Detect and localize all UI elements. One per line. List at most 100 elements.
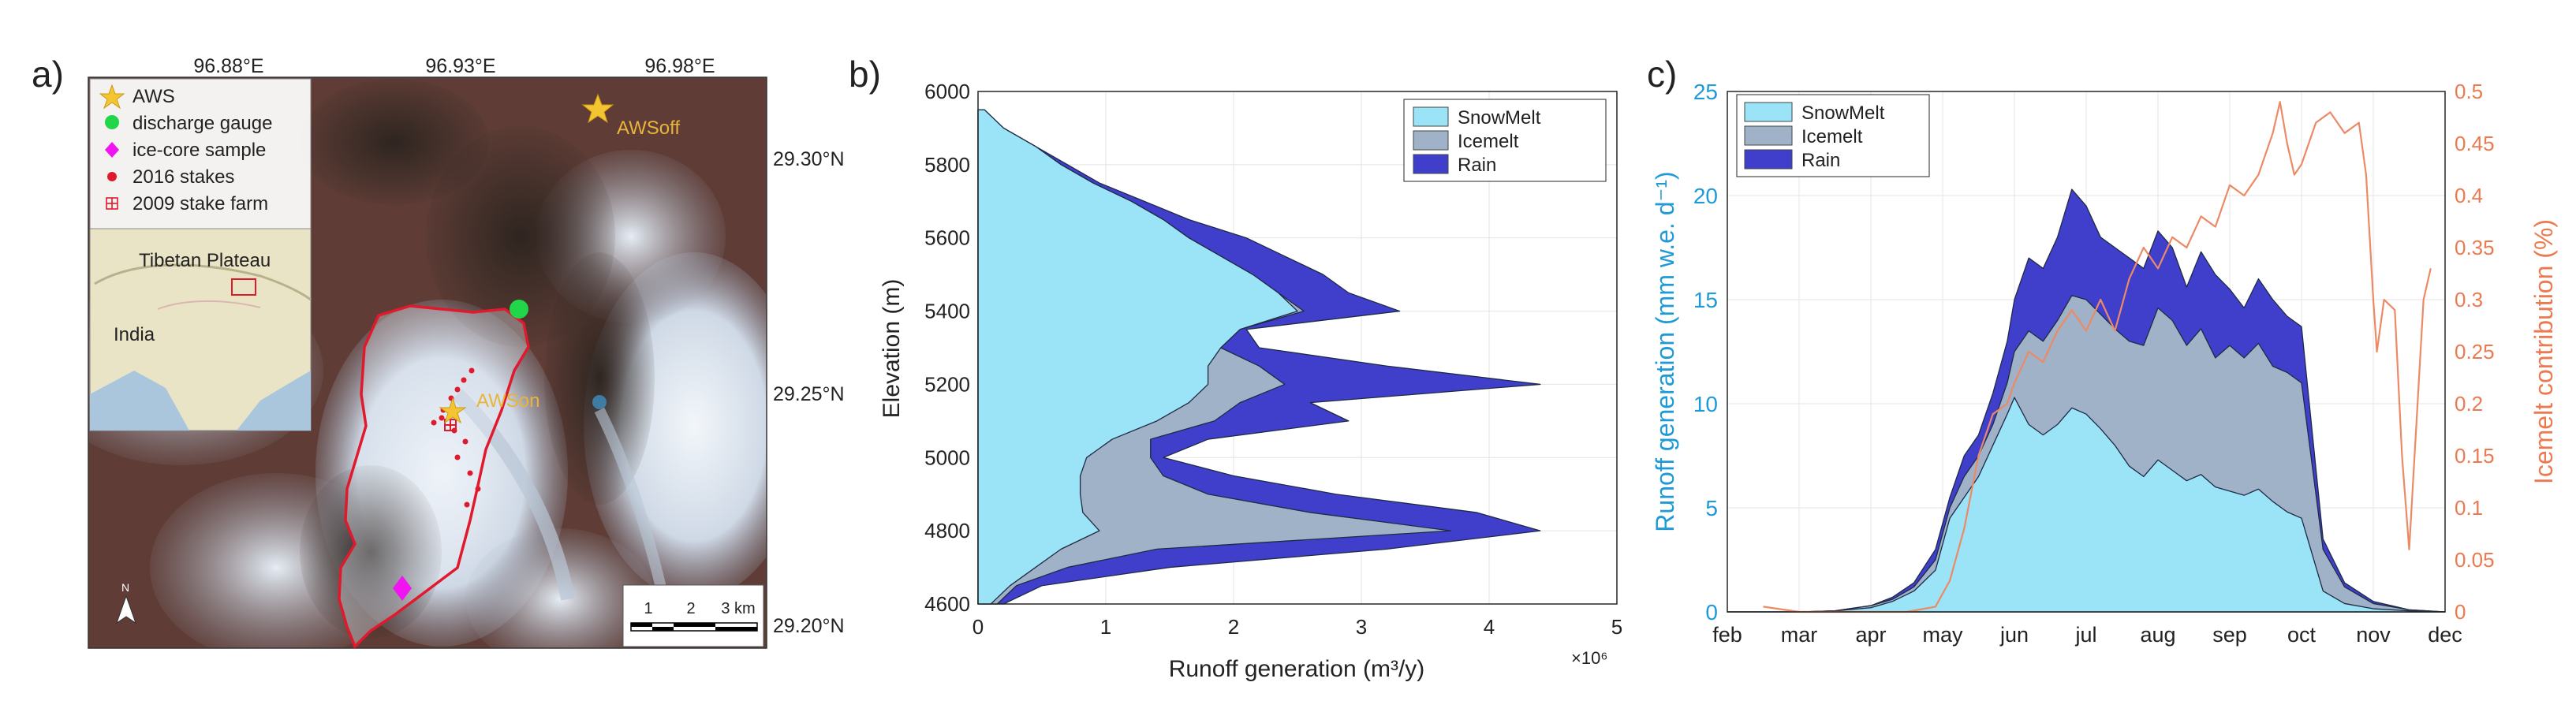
- x-tick-b-3: 3: [1356, 615, 1367, 639]
- icemelt-contribution-line: [1763, 101, 2432, 613]
- x-tick-b-5: 5: [1611, 615, 1622, 639]
- lat-tick-2: 29.20°N: [773, 615, 845, 637]
- y-tick-c-2: 10: [1693, 392, 1718, 416]
- panel-c-legend: SnowMelt Icemelt Rain: [1736, 94, 1930, 177]
- panel-b-areas: [977, 109, 1541, 605]
- y-tick-c-3: 15: [1693, 288, 1718, 312]
- y-tick-b-1: 4800: [924, 519, 970, 542]
- legend-c-snowmelt-swatch: [1744, 102, 1793, 122]
- lat-tick-0: 29.30°N: [773, 148, 845, 170]
- inset-region-label: Tibetan Plateau: [139, 250, 271, 271]
- panel-c: c) feb mar apr may jun jul aug sep oct nov dec 0 5 1…: [1647, 54, 2558, 647]
- y-tick-b-7: 6000: [924, 80, 970, 103]
- legend-stakes: 2016 stakes: [133, 166, 234, 188]
- x-tick-c-5: jul: [2074, 623, 2096, 647]
- x-tick-b-1: 1: [1100, 615, 1111, 639]
- lon-tick-2: 96.98°E: [644, 55, 715, 77]
- discharge-gauge-marker: [510, 300, 528, 319]
- legend-ice-core: ice-core sample: [133, 140, 266, 161]
- legend-aws-icon: [99, 84, 125, 110]
- y-tick-b-3: 5200: [924, 372, 970, 396]
- x-tick-b-0: 0: [973, 615, 984, 639]
- north-arrow-icon: N: [116, 581, 136, 624]
- scale-bar: 1 2 3 km: [622, 584, 764, 647]
- panel-c-contribution-line: [1763, 101, 2432, 613]
- scale-tick-3: 3 km: [721, 600, 755, 617]
- ice-core-marker: [393, 576, 412, 601]
- aws-on-label: AWSon: [476, 390, 539, 412]
- panel-b-label: b): [849, 54, 881, 95]
- legend-gauge: discharge gauge: [133, 113, 272, 134]
- panel-a: a): [32, 54, 845, 650]
- y2-tick-c-0: 0: [2455, 600, 2466, 624]
- panel-a-label: a): [32, 54, 64, 95]
- y2-tick-c-6: 0.3: [2455, 288, 2483, 311]
- legend-b-snowmelt-swatch: [1413, 106, 1449, 127]
- y2-tick-c-9: 0.45: [2455, 132, 2495, 155]
- stakes-2016: [431, 367, 481, 508]
- legend-c-rain: Rain: [1801, 150, 1840, 171]
- x-tick-c-2: apr: [1855, 623, 1886, 647]
- legend-c-snowmelt: SnowMelt: [1801, 103, 1885, 124]
- legend-gauge-icon: [105, 115, 119, 129]
- y-tick-b-0: 4600: [924, 592, 970, 616]
- y2-tick-c-3: 0.15: [2455, 444, 2495, 468]
- panel-b-xlabel: Runoff generation (m³/y): [1169, 656, 1425, 682]
- x-tick-c-1: mar: [1781, 623, 1818, 647]
- y2-tick-c-7: 0.35: [2455, 236, 2495, 259]
- lat-tick-1: 29.25°N: [773, 383, 845, 405]
- legend-stake-farm: 2009 stake farm: [133, 193, 268, 214]
- legend-b-rain-swatch: [1413, 154, 1449, 174]
- legend-b-icemelt: Icemelt: [1458, 131, 1519, 152]
- panel-c-frame: [1727, 91, 2446, 613]
- north-label: N: [121, 581, 129, 594]
- panel-b-legend: SnowMelt Icemelt Rain: [1403, 99, 1607, 182]
- aws-on-star: [439, 397, 467, 424]
- panel-c-label: c): [1647, 54, 1677, 95]
- y2-tick-c-4: 0.2: [2455, 392, 2483, 416]
- stake-farm-2009: [444, 419, 457, 431]
- y2-tick-c-1: 0.05: [2455, 548, 2495, 572]
- scale-tick-1: 1: [644, 600, 652, 617]
- panel-c-xticks: feb mar apr may jun jul aug sep oct nov dec: [1712, 623, 2462, 647]
- aws-off-star: [581, 93, 614, 124]
- legend-b-snowmelt: SnowMelt: [1458, 107, 1541, 129]
- legend-c-icemelt: Icemelt: [1801, 126, 1863, 147]
- x-tick-c-8: oct: [2287, 623, 2317, 647]
- x-tick-c-6: aug: [2140, 623, 2175, 647]
- y-tick-c-0: 0: [1705, 600, 1718, 624]
- y2-tick-c-2: 0.1: [2455, 496, 2483, 520]
- scale-tick-2: 2: [686, 600, 695, 617]
- glacier-outline: [338, 304, 530, 650]
- y-tick-b-6: 5800: [924, 153, 970, 177]
- y-tick-c-4: 20: [1693, 184, 1718, 208]
- x-tick-b-4: 4: [1484, 615, 1495, 639]
- panel-c-y2ticks: 0 0.05 0.1 0.15 0.2 0.25 0.3 0.35 0.4 0.45 0.5: [2455, 80, 2495, 624]
- legend-c-icemelt-swatch: [1744, 125, 1793, 146]
- legend-aws: AWS: [133, 86, 175, 107]
- panel-b-multiplier: ×10⁶: [1571, 648, 1607, 668]
- area-c-snowmelt: [1727, 397, 2446, 613]
- panel-b-ylabel: Elevation (m): [879, 279, 905, 419]
- panel-b-xticks: 0 1 2 3 4 5: [973, 615, 1622, 639]
- panel-b: b) 0 1 2 3 4 5 4600 4800 5000 5200 5400 5600 5800 60…: [849, 54, 1622, 682]
- legend-c-rain-swatch: [1744, 149, 1793, 170]
- y-tick-c-5: 25: [1693, 80, 1718, 104]
- x-tick-c-4: jun: [1999, 623, 2029, 647]
- x-tick-c-7: sep: [2212, 623, 2247, 647]
- y-tick-c-1: 5: [1705, 496, 1718, 520]
- panel-b-yticks: 4600 4800 5000 5200 5400 5600 5800 6000: [924, 80, 970, 616]
- legend-ice-core-icon: [105, 142, 119, 158]
- panel-c-areas: [1727, 188, 2446, 613]
- x-tick-c-0: feb: [1712, 623, 1742, 647]
- lon-tick-0: 96.88°E: [193, 55, 263, 77]
- panel-b-frame: [977, 91, 1618, 605]
- y2-tick-c-8: 0.4: [2455, 184, 2483, 207]
- legend-stake-farm-icon: [106, 197, 118, 210]
- map-legend: AWS discharge gauge ice-core sample 2016…: [89, 78, 312, 229]
- y2-tick-c-10: 0.5: [2455, 80, 2483, 103]
- x-tick-c-3: may: [1922, 623, 1963, 647]
- legend-b-rain: Rain: [1458, 155, 1496, 176]
- y-tick-b-5: 5600: [924, 226, 970, 250]
